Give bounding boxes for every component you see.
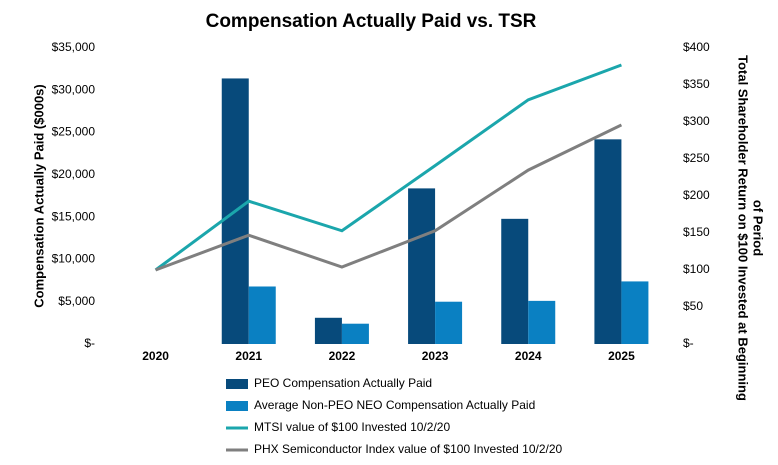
line xyxy=(155,123,623,272)
x-tick-label: 2023 xyxy=(422,349,449,363)
x-tick-label: 2021 xyxy=(235,349,262,363)
y2-axis-title: Total Shareholder Return on $100 Investe… xyxy=(736,55,751,401)
x-tick-label: 2022 xyxy=(329,349,356,363)
y2-tick-label: $300 xyxy=(683,114,710,128)
bar xyxy=(408,188,436,344)
y2-tick-label: $400 xyxy=(683,40,710,54)
y-tick-label: $10,000 xyxy=(52,252,96,266)
legend-label: Average Non-PEO NEO Compensation Actuall… xyxy=(254,398,535,412)
y-tick-label: $25,000 xyxy=(52,125,96,139)
line xyxy=(154,63,622,272)
chart-title: Compensation Actually Paid vs. TSR xyxy=(206,11,537,32)
bar xyxy=(341,323,369,344)
bar xyxy=(621,281,649,344)
legend-swatch xyxy=(226,379,248,389)
bar xyxy=(594,139,622,344)
y2-tick-label: $- xyxy=(683,336,694,350)
y2-tick-label: $200 xyxy=(683,188,710,202)
bar xyxy=(314,317,342,344)
y-tick-label: $20,000 xyxy=(52,167,96,181)
legend-label: MTSI value of $100 Invested 10/2/20 xyxy=(254,420,450,434)
y-tick-label: $30,000 xyxy=(52,82,96,96)
legend-label: PEO Compensation Actually Paid xyxy=(254,376,432,390)
legend-swatch xyxy=(226,401,248,411)
y-tick-label: $35,000 xyxy=(52,40,96,54)
bar xyxy=(435,301,463,344)
x-tick-label: 2024 xyxy=(515,349,542,363)
y2-tick-label: $150 xyxy=(683,225,710,239)
y2-tick-label: $250 xyxy=(683,151,710,165)
y2-tick-label: $350 xyxy=(683,77,710,91)
legend-label: PHX Semiconductor Index value of $100 In… xyxy=(254,442,563,456)
bar xyxy=(248,286,276,344)
bar xyxy=(528,300,556,344)
x-tick-label: 2025 xyxy=(608,349,635,363)
y-tick-label: $5,000 xyxy=(58,294,95,308)
y-axis-title: Compensation Actually Paid ($000s) xyxy=(31,84,46,307)
y-tick-label: $15,000 xyxy=(52,209,96,223)
y2-tick-label: $50 xyxy=(683,299,703,313)
y-tick-label: $- xyxy=(84,336,95,350)
x-tick-label: 2020 xyxy=(142,349,169,363)
y2-axis-title: of Period xyxy=(751,200,766,256)
bar xyxy=(501,218,529,344)
y2-tick-label: $100 xyxy=(683,262,710,276)
